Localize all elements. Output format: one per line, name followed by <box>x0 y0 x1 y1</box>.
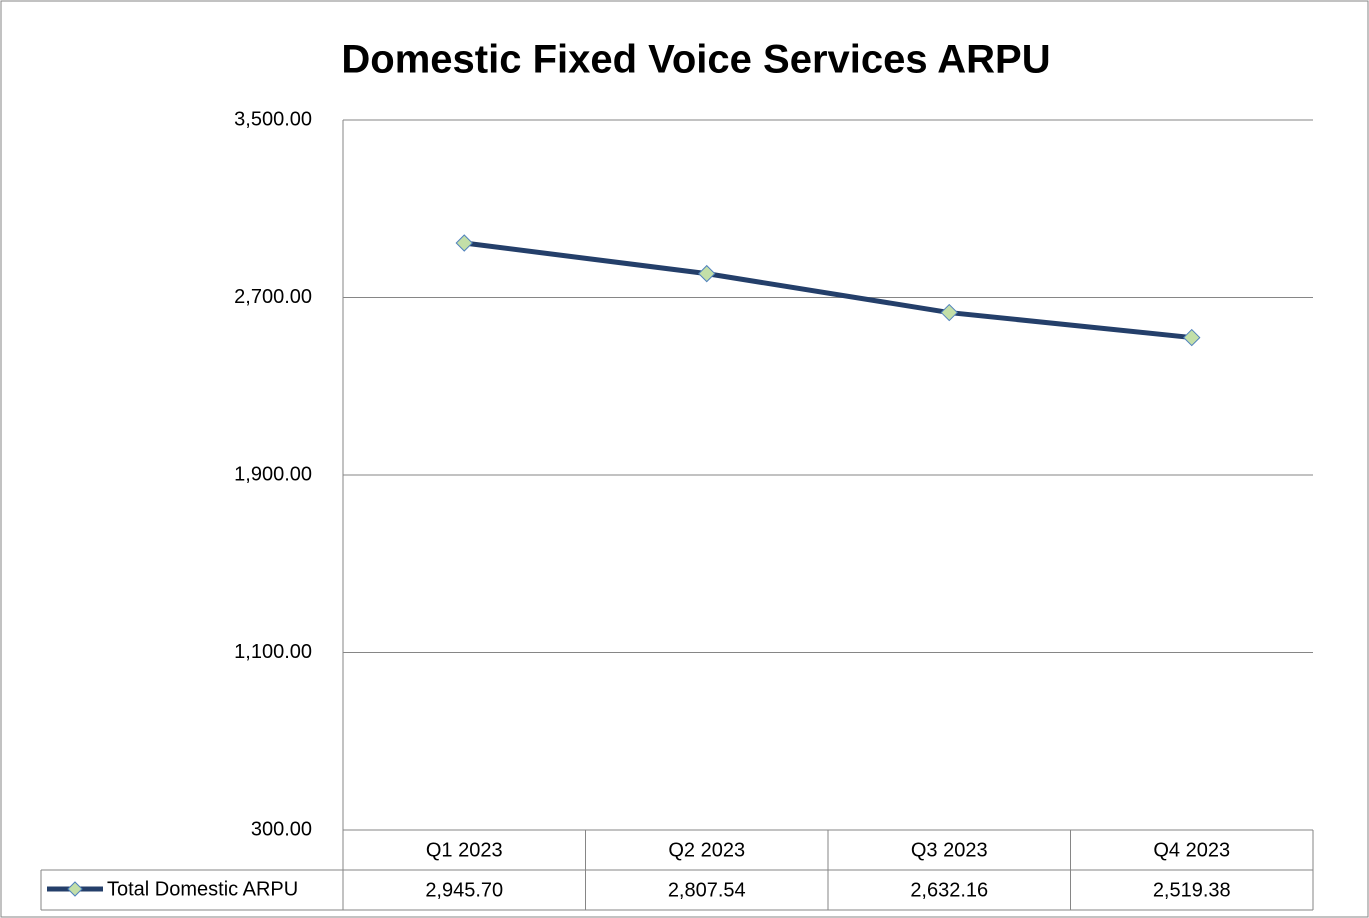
point-marker <box>698 264 716 283</box>
y-tick-label: 2,700.00 <box>234 286 312 308</box>
y-tick-label: 1,100.00 <box>234 641 312 663</box>
x-tick-label: Q4 2023 <box>1153 839 1230 861</box>
chart-title: Domestic Fixed Voice Services ARPU <box>341 38 1050 82</box>
y-tick-label: 300.00 <box>251 818 312 840</box>
x-tick-label: Q3 2023 <box>911 839 988 861</box>
x-tick-label: Q2 2023 <box>668 839 745 861</box>
point-marker <box>1183 328 1201 347</box>
table-value: 2,945.70 <box>425 879 503 901</box>
series-line <box>463 240 1193 341</box>
y-tick-label: 3,500.00 <box>234 108 312 130</box>
legend-marker <box>67 881 83 897</box>
legend-label: Total Domestic ARPU <box>107 878 298 900</box>
y-tick-label: 1,900.00 <box>234 463 312 485</box>
table-value: 2,519.38 <box>1153 879 1231 901</box>
point-marker <box>940 303 958 322</box>
point-marker <box>455 234 473 252</box>
table-value: 2,632.16 <box>910 879 988 901</box>
x-tick-label: Q1 2023 <box>426 839 503 861</box>
table-value: 2,807.54 <box>668 879 746 901</box>
